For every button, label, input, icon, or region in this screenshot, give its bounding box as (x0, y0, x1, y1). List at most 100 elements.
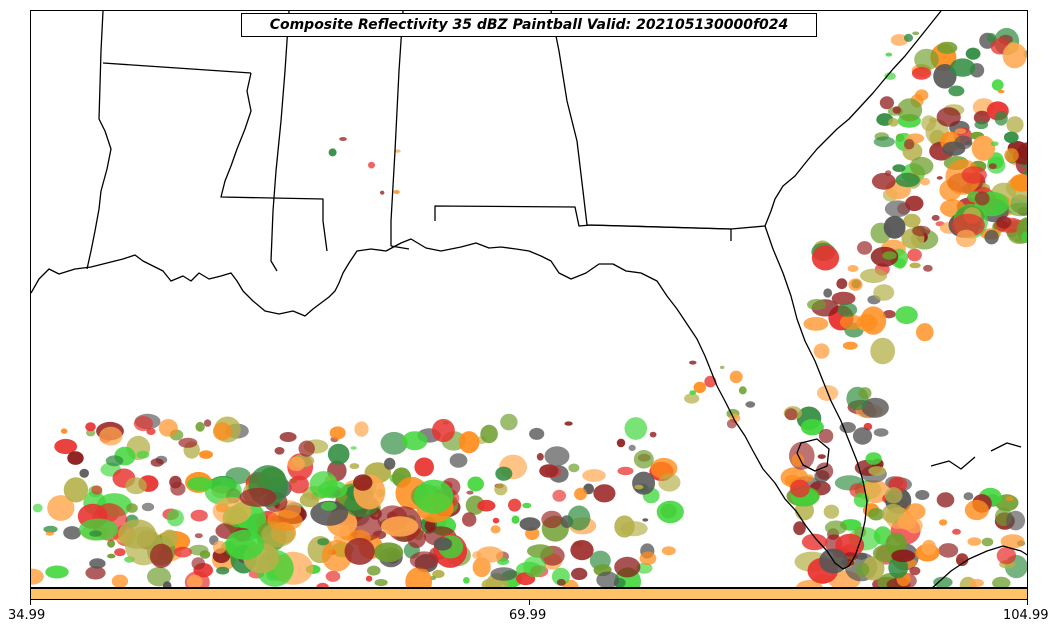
storm-cell (991, 79, 1004, 91)
storm-cell (933, 576, 953, 587)
storm-cell (405, 567, 433, 587)
storm-cell (867, 508, 885, 521)
boundaries-layer (31, 11, 1027, 587)
storm-cell (523, 555, 546, 578)
storm-cell (942, 141, 966, 156)
storm-cell (973, 110, 991, 125)
storm-cell (784, 408, 798, 421)
storm-cell (477, 499, 496, 512)
storm-cell (817, 454, 826, 459)
atlantic-coastline (764, 11, 942, 227)
storm-cell (729, 370, 743, 384)
storm-cell (870, 337, 896, 365)
storm-cell (634, 484, 644, 490)
storm-cell (161, 529, 178, 548)
storm-cell (689, 390, 697, 395)
storm-cell (89, 558, 106, 569)
storm-cell (298, 440, 315, 457)
storm-cell (571, 567, 588, 581)
storm-cell (1006, 510, 1026, 531)
storm-cell (884, 72, 896, 80)
storm-cell (373, 542, 404, 563)
storm-cell (1000, 534, 1025, 549)
storm-cell (879, 96, 895, 110)
storm-cell (909, 566, 921, 576)
storm-cell (596, 571, 620, 587)
storm-cell (873, 428, 889, 437)
storm-cell (649, 431, 657, 438)
storm-cell (853, 492, 870, 508)
storm-cell (895, 306, 918, 325)
storm-cell (225, 529, 265, 560)
storm-cell (374, 579, 388, 587)
state-line-al-ga (390, 11, 404, 246)
storm-cell (481, 578, 502, 587)
storm-cell (191, 557, 206, 570)
storm-cell (495, 466, 513, 481)
storm-cell (458, 431, 480, 454)
colorbar-tick-mid (529, 600, 530, 605)
storm-cell (642, 518, 649, 522)
storm-cell (150, 543, 173, 569)
storm-cell (1007, 202, 1027, 217)
storm-cell (325, 570, 341, 582)
storm-cell (582, 469, 606, 482)
storm-cell (938, 519, 948, 526)
storm-cell (328, 148, 337, 157)
storm-cell (63, 477, 89, 503)
storm-cell (194, 533, 203, 539)
storm-cell (839, 422, 856, 433)
storm-cell (921, 115, 936, 132)
storm-cell (704, 375, 717, 388)
storm-cell (317, 538, 329, 546)
storm-cell (320, 501, 337, 511)
storm-cell (936, 107, 961, 127)
storm-cell (125, 477, 147, 495)
storm-cell (936, 176, 943, 180)
storm-cell (367, 565, 381, 576)
storm-cell (409, 551, 439, 570)
storm-cell (190, 509, 208, 522)
storm-cell (199, 550, 211, 559)
storm-cell (126, 503, 138, 513)
storm-cell (855, 552, 868, 560)
storm-cell (938, 543, 959, 558)
storm-cell (465, 495, 485, 515)
storm-cell (380, 190, 385, 195)
storm-cell (847, 265, 859, 272)
storm-cell (873, 284, 895, 301)
storm-cell (805, 474, 814, 482)
storm-cell (890, 34, 908, 46)
storm-cell (492, 517, 500, 524)
storm-cell (800, 419, 824, 436)
storm-cell (950, 58, 976, 77)
storm-cell (327, 443, 350, 465)
storm-cell (45, 531, 54, 536)
storm-cell (842, 341, 858, 350)
storm-cell (354, 421, 369, 437)
storm-cell (522, 502, 532, 509)
storm-cell (500, 413, 518, 431)
storm-cell (897, 98, 923, 122)
storm-cell (1010, 174, 1027, 192)
storm-cell (617, 466, 634, 476)
storm-cell (951, 213, 985, 237)
storm-cell (1004, 148, 1019, 163)
storm-cell (996, 546, 1017, 565)
storm-cell (384, 457, 396, 470)
storm-cell (394, 149, 401, 153)
storm-cell (888, 118, 899, 127)
storm-cell (848, 278, 863, 291)
storm-cell (868, 466, 886, 476)
colorbar-label-mid: 69.99 (509, 608, 547, 623)
storm-cell (79, 468, 89, 478)
storm-cell (831, 291, 856, 306)
storm-cell (329, 426, 346, 440)
storm-cell (551, 567, 570, 586)
storm-cell (310, 500, 349, 526)
storm-cell (1018, 142, 1027, 160)
storm-cell (839, 314, 863, 330)
storm-cell (658, 473, 681, 492)
storm-cell (539, 464, 559, 478)
storm-cell (568, 463, 580, 473)
